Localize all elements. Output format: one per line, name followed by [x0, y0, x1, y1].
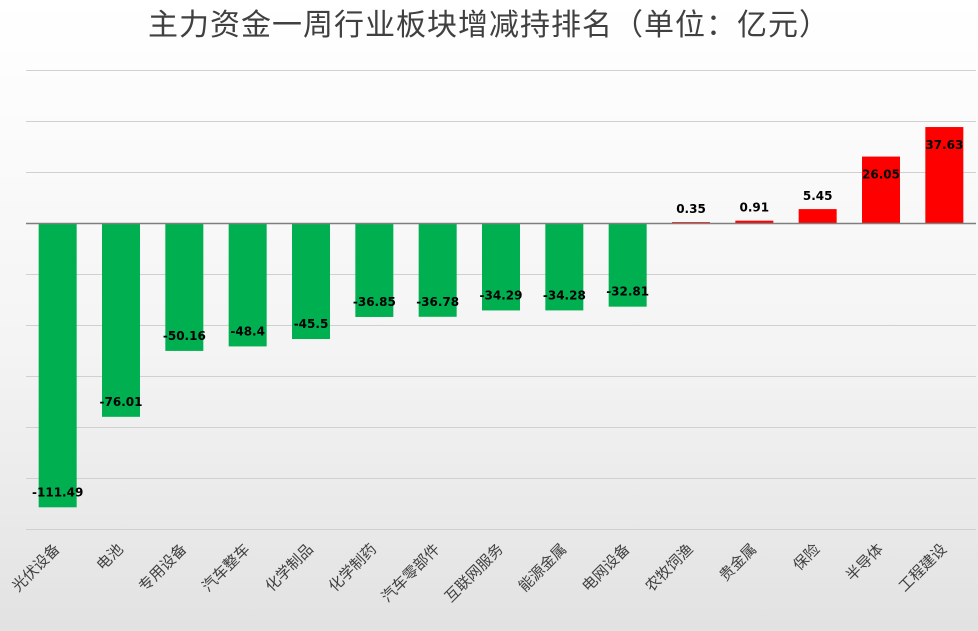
category-tick-label: 汽车整车 [198, 540, 253, 595]
data-label: 26.05 [862, 168, 900, 182]
bars [38, 127, 964, 508]
bar [798, 209, 837, 223]
data-label: 5.45 [803, 189, 833, 203]
category-tick-label: 光伏设备 [8, 540, 63, 595]
category-tick-label: 互联网服务 [441, 540, 507, 606]
bar [355, 223, 394, 317]
data-label: -34.28 [543, 288, 586, 302]
data-label: -45.5 [294, 317, 329, 331]
category-tick-label: 贵金属 [716, 540, 761, 585]
bar [608, 223, 647, 307]
data-label: -36.78 [416, 295, 459, 309]
bar [672, 222, 710, 224]
category-tick-label: 汽车零部件 [378, 540, 444, 606]
bar [165, 223, 204, 351]
category-tick-label: 专用设备 [135, 540, 190, 595]
data-label: -111.49 [32, 485, 83, 499]
data-label: -36.85 [353, 295, 396, 309]
bar [38, 223, 77, 508]
bar [228, 223, 267, 347]
bar [735, 220, 774, 223]
bar [482, 223, 520, 311]
bar [925, 127, 964, 223]
bar [418, 223, 457, 317]
data-label: -50.16 [163, 329, 206, 343]
data-label: 0.91 [740, 201, 770, 215]
bar [292, 223, 330, 340]
chart-title: 主力资金一周行业板块增减持排名（单位：亿元） [148, 8, 830, 43]
category-tick-label: 化学制药 [325, 540, 380, 595]
category-tick-label: 保险 [790, 540, 824, 574]
data-label: 0.35 [676, 202, 706, 216]
data-label: -34.29 [480, 288, 523, 302]
category-tick-label: 农牧饲渔 [642, 540, 697, 595]
category-tick-label: 电网设备 [578, 540, 633, 595]
category-tick-label: 能源金属 [515, 540, 570, 595]
bar [545, 223, 584, 311]
data-label: -48.4 [230, 324, 265, 338]
category-tick-label: 电池 [93, 540, 127, 574]
data-label: 37.63 [925, 138, 963, 152]
bar [102, 223, 140, 417]
value-labels: -111.49 -76.01 -50.16 -48.4 -45.5 -36.85 -36.7… [32, 138, 963, 499]
category-tick-label: 工程建设 [895, 540, 950, 595]
data-label: -32.81 [606, 285, 649, 299]
bar [862, 156, 900, 223]
category-tick-label: 化学制品 [262, 540, 317, 595]
category-tick-label: 半导体 [842, 540, 887, 585]
data-label: -76.01 [100, 395, 143, 409]
